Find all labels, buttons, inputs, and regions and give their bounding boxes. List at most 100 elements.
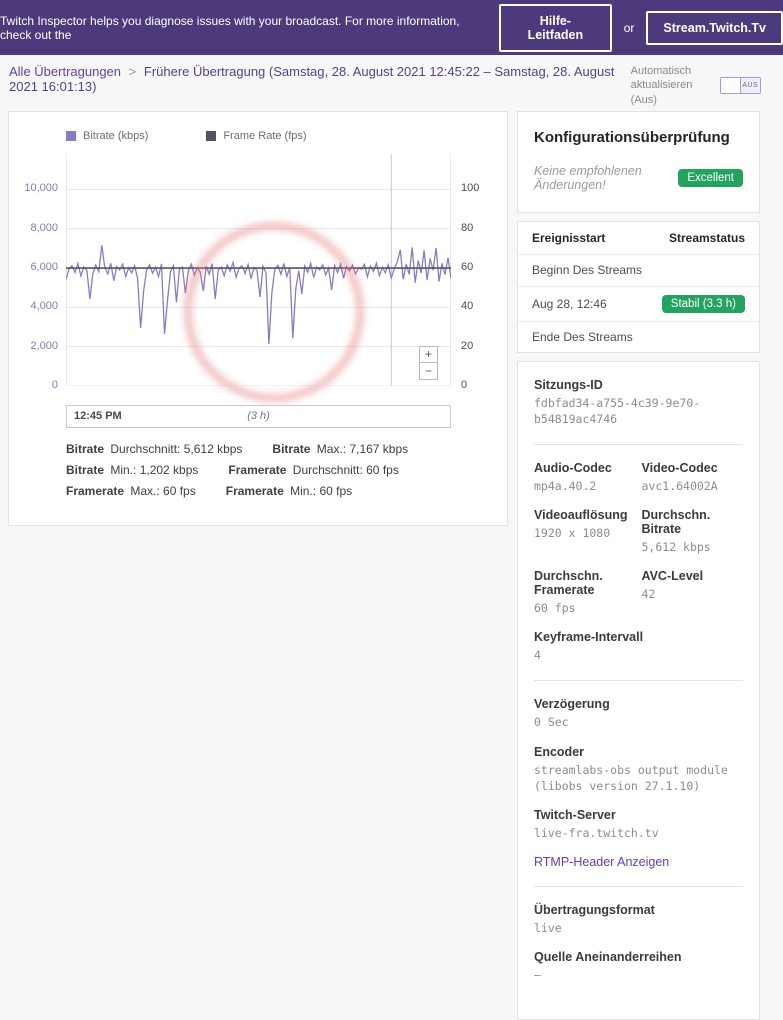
zoom-in-button[interactable]: + <box>419 345 438 363</box>
event-label: Ende Des Streams <box>532 329 633 344</box>
session-field: Videoauflösung 1920 x 1080 <box>534 508 636 555</box>
session-field-value: mp4a.40.2 <box>534 479 597 494</box>
session-field: RTMP-Header Anzeigen <box>534 855 743 869</box>
chart-plot-wrap: 0 2,000 4,000 6,000 8,000 10,000 0 20 40 60 80 100… <box>24 153 479 402</box>
breadcrumb-all-broadcasts-link[interactable]: Alle Übertragungen <box>9 64 122 79</box>
y-axis-tick-label: 10,000 <box>24 182 58 195</box>
time-duration-label: (3 h) <box>247 410 270 423</box>
session-field: AVC-Level 42 <box>642 569 744 616</box>
stat-item: Bitrate Durchschnitt: 5,612 kbps <box>66 441 243 456</box>
stat-item: Framerate Max.: 60 fps <box>66 483 196 498</box>
session-field: Durchschn. Bitrate 5,612 kbps <box>642 508 744 555</box>
session-field-value: fdbfad34-a755-4c39-9e70-b54819ac4746 <box>534 395 701 426</box>
session-field-value: 0 Sec <box>534 715 569 730</box>
session-field-value: streamlabs-obs output module (libobs ver… <box>534 762 728 793</box>
event-row: Aug 28, 12:46 Stabil (3.3 h) <box>518 285 759 321</box>
banner-text: Twitch Inspector helps you diagnose issu… <box>0 13 460 42</box>
y-axis-tick-label: 20 <box>461 339 474 352</box>
breadcrumb-row: Alle Übertragungen > Frühere Übertragung… <box>0 55 783 111</box>
session-field: Verzögerung 0 Sec <box>534 697 743 730</box>
session-group: Verzögerung 0 Sec Encoder streamlabs-obs ou… <box>534 680 743 882</box>
config-check-card: Konfigurationsüberprüfung Keine empfohle… <box>517 110 760 213</box>
session-field-value: live <box>534 920 562 935</box>
events-card: Ereignisstart Streamstatus Beginn Des St… <box>517 220 760 353</box>
stat-row: Framerate Max.: 60 fps Framerate Min.: 60… <box>66 484 507 498</box>
session-field-value: live-fra.twitch.tv <box>534 825 659 840</box>
legend-item: Bitrate (kbps) <box>66 130 148 142</box>
session-field-label: Audio-Codec <box>534 461 612 476</box>
breadcrumb-separator: > <box>128 64 137 79</box>
chart-zoom-controls: + − <box>419 345 438 380</box>
events-rows: Beginn Des Streams Aug 28, 12:46 Stabil (3… <box>518 255 759 352</box>
session-field: Quelle Aneinanderreihen – <box>534 950 743 983</box>
legend-label: Frame Rate (fps) <box>223 129 307 142</box>
session-field-label: Sitzungs-ID <box>534 377 603 392</box>
config-check-title: Konfigurationsüberprüfung <box>534 128 730 146</box>
session-field-label: Verzögerung <box>534 697 610 712</box>
session-group: Audio-Codec mp4a.40.2 Video-Codec avc1.6400… <box>534 444 743 677</box>
excellent-badge: Excellent <box>678 168 743 187</box>
y-axis-tick-label: 0 <box>461 378 468 391</box>
events-col-status: Streamstatus <box>668 230 745 245</box>
y-axis-tick-label: 0 <box>51 378 58 391</box>
session-field-label: Encoder <box>534 744 585 759</box>
event-label: Beginn Des Streams <box>532 263 643 278</box>
session-field-label: Übertragungsformat <box>534 902 655 917</box>
session-field: Durchschn. Framerate 60 fps <box>534 569 636 616</box>
y-axis-tick-label: 60 <box>461 260 474 273</box>
session-field: Audio-Codec mp4a.40.2 <box>534 461 636 494</box>
session-field-value: 1920 x 1080 <box>534 526 611 541</box>
breadcrumb-current: Frühere Übertragung (Samstag, 28. August… <box>9 64 615 94</box>
stat-row: Bitrate Min.: 1,202 kbps Framerate Durchs… <box>66 463 507 477</box>
session-field-value: 5,612 kbps <box>641 540 711 555</box>
events-col-start: Ereignisstart <box>532 230 606 245</box>
stat-item: Bitrate Max.: 7,167 kbps <box>272 441 409 456</box>
stat-item: Bitrate Min.: 1,202 kbps <box>66 462 199 477</box>
stream-stats: Bitrate Durchschnitt: 5,612 kbps Bitrate … <box>66 442 507 498</box>
session-field-label: Durchschn. Framerate <box>534 569 603 598</box>
stat-item: Framerate Min.: 60 fps <box>225 483 353 498</box>
legend-swatch <box>66 130 76 141</box>
time-range-scrollbar[interactable]: 12:45 PM (3 h) <box>66 404 451 428</box>
y-axis-tick-label: 2,000 <box>30 339 58 352</box>
toggle-state-label: AUS <box>740 77 760 93</box>
legend-swatch <box>206 130 217 141</box>
stat-item: Framerate Durchschnitt: 60 fps <box>228 462 399 477</box>
banner-or-text: or <box>623 20 635 35</box>
session-field-label: Durchschn. Bitrate <box>641 508 711 537</box>
legend-label: Bitrate (kbps) <box>83 129 149 142</box>
session-group: Übertragungsformat live Quelle Aneinanderr… <box>534 885 743 997</box>
auto-refresh-toggle[interactable]: AUS <box>720 76 761 94</box>
session-field-label: Video-Codec <box>641 461 718 476</box>
session-details-card: Sitzungs-ID fdbfad34-a755-4c39-9e70-b5481… <box>517 360 760 1020</box>
events-header: Ereignisstart Streamstatus <box>518 222 759 255</box>
session-field: Sitzungs-ID fdbfad34-a755-4c39-9e70-b5481… <box>534 378 743 427</box>
session-group: Sitzungs-ID fdbfad34-a755-4c39-9e70-b5481… <box>534 378 743 441</box>
breadcrumb: Alle Übertragungen > Frühere Übertragung… <box>9 64 631 94</box>
event-row: Beginn Des Streams <box>518 255 759 286</box>
y-axis-tick-label: 40 <box>461 300 474 313</box>
session-field-label: Keyframe-Intervall <box>534 630 644 645</box>
chart-plot <box>66 153 451 386</box>
rtmp-header-link[interactable]: RTMP-Header Anzeigen <box>534 854 670 869</box>
y-axis-left-labels: 0 2,000 4,000 6,000 8,000 10,000 <box>4 154 58 391</box>
session-field-label: AVC-Level <box>641 569 704 584</box>
top-banner: Twitch Inspector helps you diagnose issu… <box>0 0 783 55</box>
session-field-value: avc1.64002A <box>641 479 718 494</box>
chart-legend: Bitrate (kbps) Frame Rate (fps) <box>66 130 507 142</box>
session-field: Keyframe-Intervall 4 <box>534 630 743 663</box>
legend-item: Frame Rate (fps) <box>206 129 307 142</box>
y-axis-tick-label: 8,000 <box>30 221 58 234</box>
auto-refresh-label: Automatisch aktualisieren (Aus) <box>630 65 693 106</box>
stream-twitch-tv-button[interactable]: Stream.Twitch.Tv <box>646 10 783 45</box>
y-axis-tick-label: 80 <box>461 221 474 234</box>
event-row: Ende Des Streams <box>518 320 759 352</box>
time-start-label: 12:45 PM <box>74 410 122 423</box>
zoom-out-button[interactable]: − <box>419 362 438 380</box>
session-field-label: Videoauflösung <box>534 508 628 523</box>
session-field-label: Twitch-Server <box>534 807 616 822</box>
config-check-message: Keine empfohlenen Änderungen! <box>534 163 642 192</box>
auto-refresh-control: Automatisch aktualisieren (Aus) AUS <box>631 64 761 107</box>
help-guide-button[interactable]: Hilfe-Leitfaden <box>498 3 612 52</box>
session-field: Twitch-Server live-fra.twitch.tv <box>534 808 743 841</box>
